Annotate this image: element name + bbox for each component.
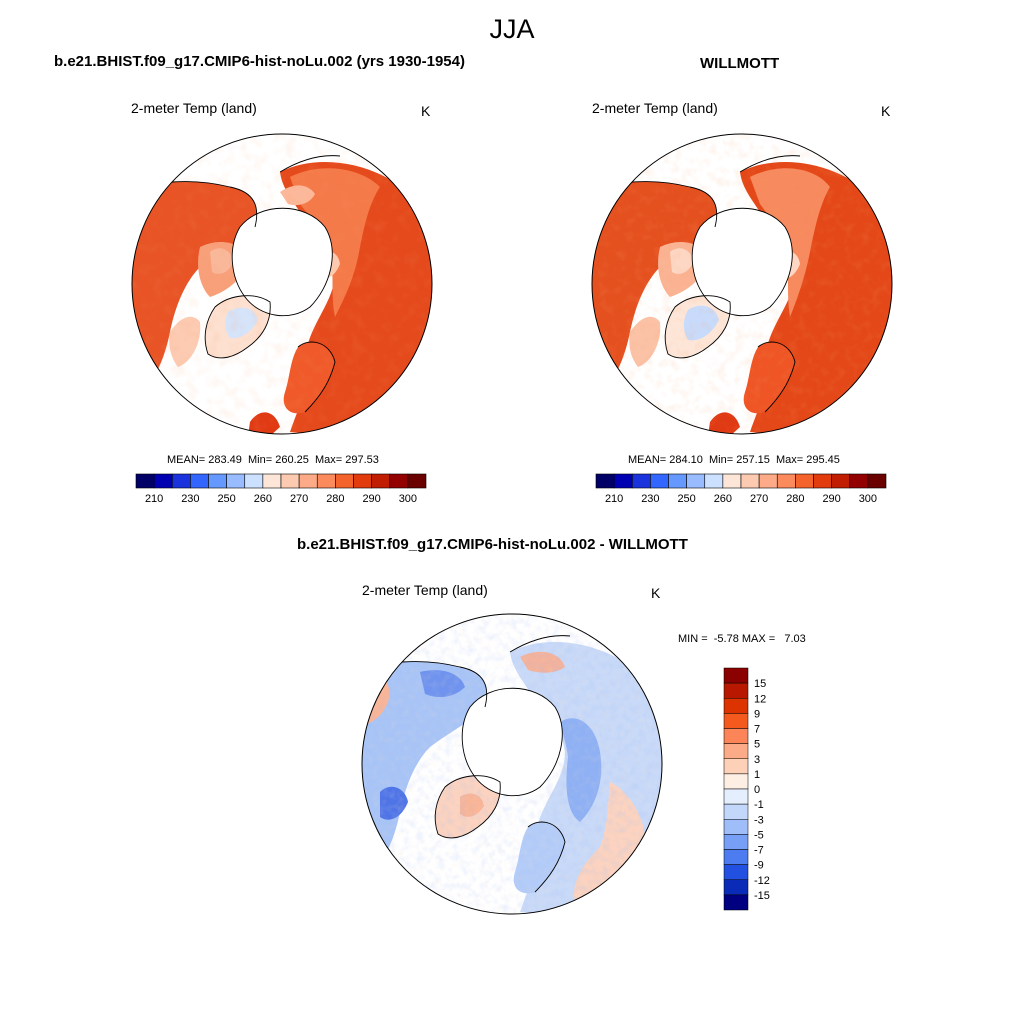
colorbar-model-label: 300 <box>399 493 417 505</box>
panel-model-variable: 2-meter Temp (land) <box>131 100 257 116</box>
colorbar-model-label: 250 <box>217 493 235 505</box>
colorbar-model: 210 230 250 260 270 280 290 300 <box>135 473 427 505</box>
colorbar-model-label: 280 <box>326 493 344 505</box>
colorbar-obs-swatch <box>740 473 760 489</box>
colorbar-diff-swatch <box>723 698 749 714</box>
colorbar-model-swatch <box>298 473 318 489</box>
panel-model-stats: MEAN= 283.49 Min= 260.25 Max= 297.53 <box>167 454 379 466</box>
colorbar-obs-label: 250 <box>677 493 695 505</box>
colorbar-obs-label: 280 <box>786 493 804 505</box>
colorbar-diff-label: -7 <box>754 845 764 857</box>
colorbar-diff-swatch <box>723 758 749 775</box>
colorbar-obs-label: 300 <box>859 493 877 505</box>
colorbar-diff-swatch <box>723 773 749 790</box>
colorbar-diff-label: -9 <box>754 860 764 872</box>
panel-model-title: b.e21.BHIST.f09_g17.CMIP6-hist-noLu.002 … <box>54 53 465 70</box>
colorbar-model-swatch <box>389 473 409 489</box>
colorbar-diff-label: -3 <box>754 814 764 826</box>
colorbar-diff: 15 12 9 7 5 3 1 0 -1 -3 -5 -7 -9 -12 -15 <box>723 667 770 911</box>
colorbar-model-label: 230 <box>181 493 199 505</box>
colorbar-model-swatch <box>280 473 300 489</box>
colorbar-obs-swatch <box>686 473 706 489</box>
colorbar-diff-swatch <box>723 803 749 820</box>
colorbar-obs-swatch <box>849 473 869 489</box>
colorbar-obs-swatch <box>795 473 814 489</box>
figure-title: JJA <box>489 14 535 44</box>
colorbar-diff-label: 12 <box>754 693 766 705</box>
colorbar-diff-label: -1 <box>754 799 764 811</box>
colorbar-model-swatch <box>262 473 282 489</box>
map-obs <box>591 133 893 435</box>
colorbar-diff-swatch <box>723 894 749 911</box>
colorbar-obs-label: 230 <box>641 493 659 505</box>
colorbar-diff-label: 0 <box>754 784 760 796</box>
panel-diff-title: b.e21.BHIST.f09_g17.CMIP6-hist-noLu.002 … <box>297 536 688 553</box>
colorbar-obs-swatch <box>595 473 615 489</box>
colorbar-diff-swatch <box>723 788 749 805</box>
colorbar-model-swatch <box>353 473 372 489</box>
colorbar-obs: 210 230 250 260 270 280 290 300 <box>595 473 887 505</box>
colorbar-diff-swatch <box>723 728 749 744</box>
colorbar-model-swatch <box>244 473 264 489</box>
panel-obs-units: K <box>881 103 891 119</box>
colorbar-obs-swatch <box>631 473 651 489</box>
colorbar-diff-label: -5 <box>754 829 764 841</box>
colorbar-diff-label: 7 <box>754 724 760 736</box>
colorbar-diff-label: 3 <box>754 754 760 766</box>
colorbar-obs-swatch <box>831 473 851 489</box>
colorbar-diff-label: -12 <box>754 875 770 887</box>
colorbar-obs-swatch <box>722 473 742 489</box>
colorbar-diff-swatch <box>723 864 749 880</box>
colorbar-obs-swatch <box>813 473 832 489</box>
panel-obs-title: WILLMOTT <box>700 55 780 72</box>
colorbar-diff-swatch <box>723 713 749 729</box>
colorbar-model-swatch <box>371 473 391 489</box>
colorbar-model-swatch <box>208 473 227 489</box>
colorbar-model-swatch <box>190 473 209 489</box>
colorbar-model-swatch <box>226 473 246 489</box>
colorbar-diff-label: 15 <box>754 678 766 690</box>
colorbar-diff-label: 5 <box>754 739 760 751</box>
colorbar-obs-swatch <box>776 473 796 489</box>
colorbar-model-swatch <box>153 473 173 489</box>
colorbar-obs-swatch <box>758 473 778 489</box>
colorbar-obs-swatch <box>613 473 633 489</box>
colorbar-diff-swatch <box>723 743 749 759</box>
colorbar-diff-swatch <box>723 819 749 835</box>
panel-diff-units: K <box>651 585 661 601</box>
colorbar-diff-swatch <box>723 667 749 684</box>
colorbar-diff-swatch <box>723 849 749 865</box>
colorbar-model-swatch <box>407 473 427 489</box>
colorbar-model-label: 210 <box>145 493 163 505</box>
colorbar-obs-swatch <box>704 473 724 489</box>
colorbar-obs-label: 290 <box>822 493 840 505</box>
colorbar-obs-swatch <box>650 473 669 489</box>
colorbar-diff-label: -15 <box>754 890 770 902</box>
colorbar-model-label: 290 <box>362 493 380 505</box>
colorbar-model-swatch <box>135 473 155 489</box>
panel-model-units: K <box>421 103 431 119</box>
map-diff <box>361 613 663 915</box>
panel-obs-stats: MEAN= 284.10 Min= 257.15 Max= 295.45 <box>628 454 840 466</box>
colorbar-model-swatch <box>335 473 354 489</box>
colorbar-diff-label: 1 <box>754 769 760 781</box>
colorbar-diff-swatch <box>723 834 749 850</box>
colorbar-diff-label: 9 <box>754 708 760 720</box>
colorbar-obs-label: 210 <box>605 493 623 505</box>
colorbar-model-swatch <box>316 473 336 489</box>
colorbar-model-swatch <box>171 473 191 489</box>
colorbar-diff-swatch <box>723 879 749 896</box>
colorbar-diff-swatch <box>723 682 749 699</box>
map-model <box>131 133 433 435</box>
panel-diff-stats: MIN = -5.78 MAX = 7.03 <box>678 633 806 645</box>
colorbar-model-label: 260 <box>254 493 272 505</box>
colorbar-obs-swatch <box>668 473 687 489</box>
colorbar-obs-label: 270 <box>750 493 768 505</box>
colorbar-obs-swatch <box>867 473 887 489</box>
panel-obs-variable: 2-meter Temp (land) <box>592 100 718 116</box>
colorbar-obs-label: 260 <box>714 493 732 505</box>
colorbar-model-label: 270 <box>290 493 308 505</box>
panel-diff-variable: 2-meter Temp (land) <box>362 582 488 598</box>
